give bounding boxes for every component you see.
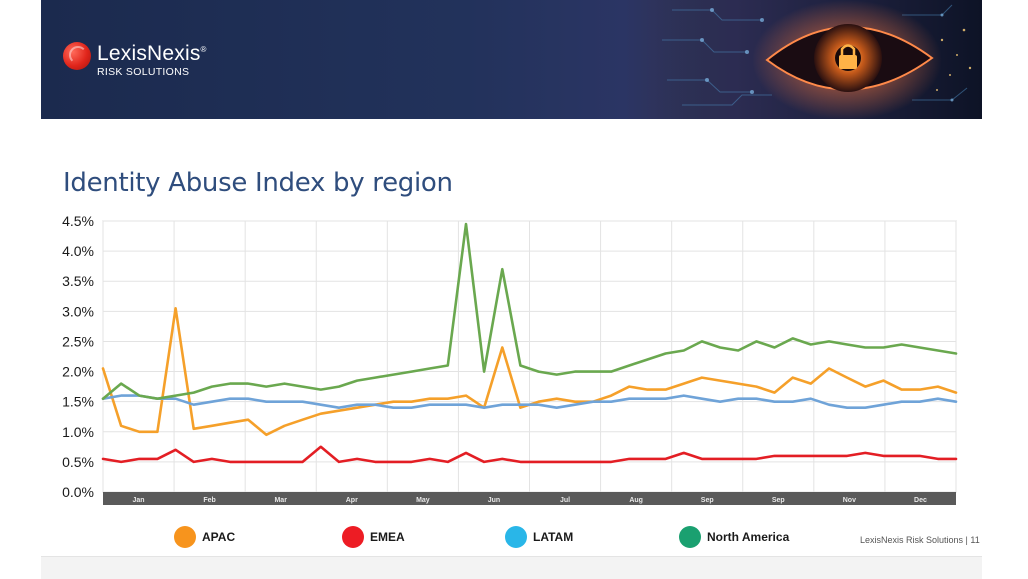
x-tick-label: Jul bbox=[560, 497, 570, 504]
y-tick-label: 0.0% bbox=[62, 484, 94, 500]
y-tick-label: 2.5% bbox=[62, 333, 94, 349]
legend-item-north-america: North America bbox=[679, 526, 789, 548]
brand-name: LexisNexis bbox=[97, 42, 201, 65]
x-tick-label: Nov bbox=[843, 497, 856, 504]
x-tick-label: May bbox=[416, 497, 430, 504]
x-tick-label: Apr bbox=[346, 497, 358, 504]
legend-item-emea: EMEA bbox=[342, 526, 405, 548]
eye-with-padlock-icon bbox=[652, 0, 982, 119]
brand-reg: ® bbox=[200, 45, 207, 54]
legend-label: LATAM bbox=[533, 530, 574, 544]
legend-label: EMEA bbox=[370, 530, 405, 544]
brand-subtitle: RISK SOLUTIONS bbox=[97, 66, 190, 78]
x-tick-label: Sep bbox=[772, 497, 785, 504]
y-tick-label: 1.0% bbox=[62, 424, 94, 440]
y-tick-label: 0.5% bbox=[62, 454, 94, 470]
y-tick-label: 1.5% bbox=[62, 394, 94, 410]
y-tick-label: 4.0% bbox=[62, 243, 94, 259]
y-tick-label: 2.0% bbox=[62, 364, 94, 380]
bottom-band bbox=[41, 556, 982, 579]
legend-swatch bbox=[342, 526, 364, 548]
x-tick-label: Aug bbox=[629, 497, 643, 504]
legend-item-latam: LATAM bbox=[505, 526, 573, 548]
x-tick-label: Mar bbox=[274, 497, 287, 504]
series-line-latam bbox=[101, 394, 958, 410]
footer-text: LexisNexis Risk Solutions | 11 bbox=[860, 535, 980, 545]
x-tick-label: Feb bbox=[203, 497, 215, 504]
legend-swatch bbox=[174, 526, 196, 548]
x-axis-band bbox=[103, 492, 956, 505]
legend-label: North America bbox=[707, 530, 790, 544]
header-banner: LexisNexis® RISK SOLUTIONS bbox=[41, 0, 982, 119]
x-tick-label: Dec bbox=[914, 497, 927, 504]
series-line-north-america bbox=[101, 222, 958, 401]
lexisnexis-logo-icon bbox=[63, 42, 91, 70]
x-tick-label: Sep bbox=[701, 497, 714, 504]
legend-swatch bbox=[679, 526, 701, 548]
legend-item-apac: APAC bbox=[174, 526, 235, 548]
y-tick-label: 3.5% bbox=[62, 273, 94, 289]
lexisnexis-logo: LexisNexis® RISK SOLUTIONS bbox=[63, 38, 207, 78]
x-tick-label: Jan bbox=[133, 497, 145, 504]
y-tick-label: 3.0% bbox=[62, 303, 94, 319]
series-line-emea bbox=[101, 445, 958, 464]
page-title: Identity Abuse Index by region bbox=[63, 168, 453, 199]
legend-label: APAC bbox=[202, 530, 236, 544]
y-tick-label: 4.5% bbox=[62, 213, 94, 229]
x-tick-label: Jun bbox=[488, 497, 500, 504]
legend-swatch bbox=[505, 526, 527, 548]
